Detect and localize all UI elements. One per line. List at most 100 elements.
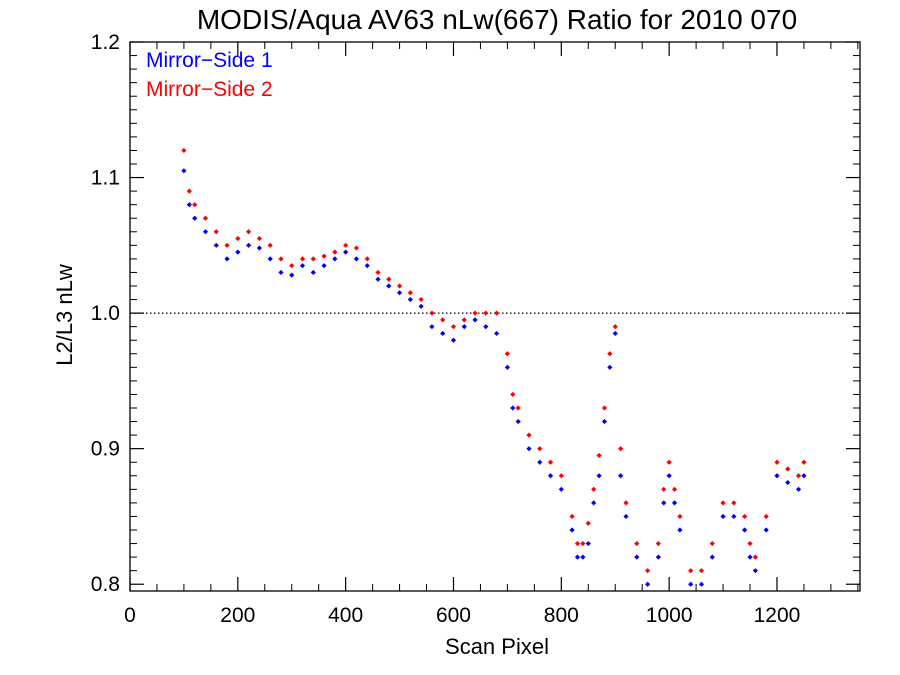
- data-point: [698, 568, 705, 574]
- data-point: [396, 283, 403, 289]
- data-point: [688, 581, 694, 587]
- data-point: [785, 466, 791, 472]
- data-point: [472, 310, 478, 316]
- data-point: [558, 486, 564, 492]
- data-point: [785, 479, 791, 486]
- legend-entry-mirror-side-2: Mirror−Side 2: [146, 78, 273, 101]
- plot-area: [129, 41, 861, 592]
- data-point: [299, 263, 306, 269]
- data-point: [763, 527, 769, 533]
- data-point: [574, 540, 581, 547]
- data-point: [321, 253, 327, 259]
- data-point: [655, 540, 661, 547]
- data-point: [267, 242, 273, 248]
- data-point: [289, 263, 295, 269]
- data-point: [795, 473, 802, 479]
- data-point: [763, 513, 769, 520]
- data-point: [580, 554, 586, 560]
- data-point: [666, 459, 672, 465]
- data-point: [547, 473, 554, 479]
- data-point: [494, 310, 500, 316]
- data-point: [461, 317, 467, 323]
- data-point: [386, 283, 392, 289]
- data-point: [224, 242, 230, 248]
- data-point: [181, 147, 187, 154]
- data-point: [655, 554, 661, 560]
- data-point: [256, 235, 262, 242]
- x-tick-label: 600: [436, 604, 471, 627]
- data-point: [537, 459, 543, 465]
- data-point: [472, 317, 478, 323]
- data-point: [213, 229, 219, 235]
- legend: Mirror−Side 1 Mirror−Side 2: [146, 49, 273, 101]
- data-point: [585, 520, 591, 526]
- data-point: [202, 215, 209, 221]
- data-point: [585, 540, 591, 547]
- data-point: [591, 500, 597, 506]
- series-1: [181, 168, 807, 587]
- data-point: [396, 290, 403, 296]
- data-point: [256, 245, 262, 251]
- data-point: [440, 317, 446, 323]
- data-point: [612, 330, 618, 337]
- series-2: [181, 147, 807, 574]
- data-point: [591, 486, 597, 492]
- data-point: [192, 215, 198, 221]
- data-point: [569, 513, 575, 520]
- plot-frame: [129, 41, 861, 592]
- data-point: [440, 330, 446, 337]
- data-point: [235, 249, 241, 255]
- data-point: [801, 473, 807, 479]
- x-tick-label: 1200: [754, 604, 801, 627]
- data-point: [332, 249, 338, 255]
- data-point: [310, 256, 316, 262]
- data-point: [407, 296, 413, 303]
- data-point: [661, 486, 667, 492]
- data-point: [671, 486, 678, 492]
- x-tick-label: 1000: [646, 604, 693, 627]
- y-axis-label: L2/L3 nLw: [52, 264, 77, 366]
- data-point: [186, 202, 192, 208]
- data-point: [299, 256, 306, 262]
- data-point: [677, 513, 683, 520]
- data-point: [774, 473, 780, 479]
- data-point: [213, 242, 219, 248]
- data-point: [289, 272, 295, 278]
- data-point: [375, 269, 381, 276]
- data-point: [386, 276, 392, 282]
- data-point: [321, 263, 327, 269]
- x-tick-label: 800: [544, 604, 579, 627]
- chart-title: MODIS/Aqua AV63 nLw(667) Ratio for 2010 …: [197, 4, 797, 35]
- data-point: [407, 290, 413, 296]
- data-point: [569, 527, 575, 533]
- data-point: [801, 459, 807, 465]
- data-point: [666, 473, 672, 479]
- data-point: [186, 188, 192, 194]
- data-point: [677, 527, 683, 533]
- data-point: [510, 391, 516, 398]
- data-point: [450, 337, 457, 343]
- data-point: [709, 554, 715, 560]
- data-point: [353, 256, 360, 262]
- data-point: [612, 324, 618, 330]
- data-point: [644, 568, 651, 574]
- data-point: [278, 269, 284, 276]
- y-tick-label: 1.0: [91, 302, 120, 325]
- data-point: [526, 446, 532, 452]
- data-point: [483, 310, 489, 316]
- data-point: [343, 242, 349, 248]
- data-point: [267, 256, 273, 262]
- data-point: [547, 459, 554, 465]
- data-point: [375, 276, 381, 282]
- data-point: [618, 446, 624, 452]
- data-point: [192, 202, 198, 208]
- data-point: [343, 249, 349, 255]
- data-point: [731, 500, 737, 506]
- data-point: [709, 540, 715, 547]
- data-point: [634, 554, 640, 560]
- data-point: [364, 256, 370, 262]
- data-point: [181, 168, 187, 174]
- data-point: [429, 324, 435, 330]
- data-point: [634, 540, 640, 547]
- data-point: [731, 513, 737, 520]
